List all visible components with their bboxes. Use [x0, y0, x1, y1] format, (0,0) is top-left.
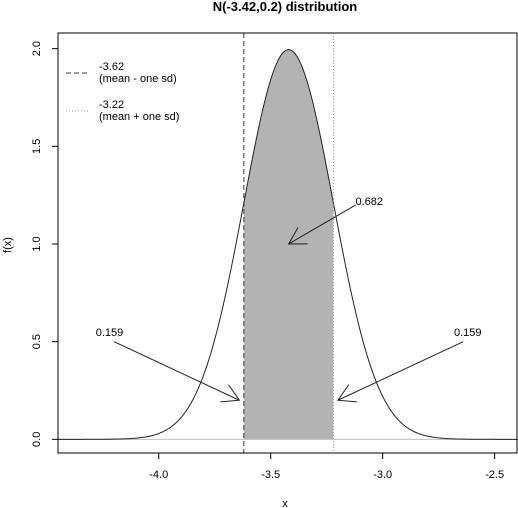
- y-tick-label: 2.0: [31, 41, 43, 56]
- annotation-arrow-2: [113, 341, 241, 403]
- annotation-label-2: 0.159: [96, 327, 124, 339]
- density-curve: [58, 49, 517, 440]
- plot-area: 0.682 0.159 0.159: [58, 33, 517, 453]
- plot-frame: [57, 32, 518, 454]
- x-tick-label: -4.0: [149, 469, 168, 481]
- legend-desc-1: (mean - one sd): [99, 73, 177, 85]
- y-tick-label: 1.5: [31, 139, 43, 154]
- shaded-region: [243, 49, 334, 440]
- y-tick-label: 1.0: [31, 236, 43, 251]
- legend-value-1: -3.62: [99, 61, 124, 73]
- annotation-label-1: 0.682: [355, 196, 383, 208]
- x-axis: -4.0 -3.5 -3.0 -2.5: [149, 453, 504, 481]
- annotation-label-3: 0.159: [454, 327, 482, 339]
- legend: -3.62(mean - one sd) -3.22(mean + one sd): [66, 61, 179, 123]
- chart-title: N(-3.42,0.2) distribution: [213, 0, 358, 14]
- legend-desc-2: (mean + one sd): [99, 111, 179, 123]
- y-tick-label: 0.0: [31, 432, 43, 447]
- x-axis-label: x: [282, 498, 288, 508]
- annotation-arrow-3: [336, 341, 464, 403]
- legend-value-2: -3.22: [99, 99, 124, 111]
- x-tick-label: -2.5: [485, 469, 504, 481]
- annotation-arrow-1: [287, 204, 357, 245]
- x-tick-label: -3.5: [261, 469, 280, 481]
- y-tick-label: 0.5: [31, 334, 43, 349]
- y-axis: 0.0 0.5 1.0 1.5 2.0: [31, 41, 58, 447]
- y-axis-label: f(x): [2, 237, 14, 253]
- x-tick-label: -3.0: [373, 469, 392, 481]
